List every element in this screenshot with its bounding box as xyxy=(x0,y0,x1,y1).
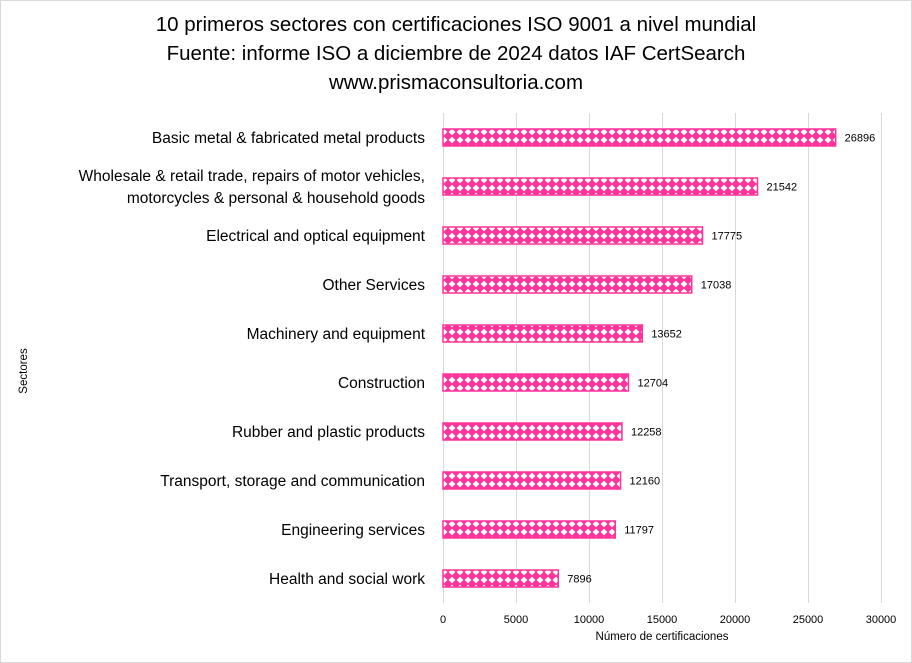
x-tick-label: 0 xyxy=(440,614,446,626)
chart-title: 10 primeros sectores con certificaciones… xyxy=(0,10,912,97)
chart-title-line-1: 10 primeros sectores con certificaciones… xyxy=(155,13,757,36)
chart-title-line-2: Fuente: informe ISO a diciembre de 2024 … xyxy=(166,42,746,65)
data-label: 12704 xyxy=(637,378,668,390)
x-tick-label: 30000 xyxy=(866,614,897,626)
bar xyxy=(442,128,837,147)
data-label: 12160 xyxy=(630,476,661,488)
data-label: 26896 xyxy=(845,133,876,145)
category-label: Rubber and plastic products xyxy=(232,424,425,441)
data-label: 21542 xyxy=(767,182,798,194)
bar xyxy=(442,520,616,539)
data-label: 11797 xyxy=(624,525,654,537)
category-label: Other Services xyxy=(322,277,425,294)
category-label: Construction xyxy=(338,375,425,392)
data-label: 13652 xyxy=(651,329,682,341)
data-label: 17775 xyxy=(712,231,743,243)
y-axis-title: Sectores xyxy=(18,348,30,394)
category-label: Wholesale & retail trade, repairs of mot… xyxy=(79,168,425,185)
bar xyxy=(442,422,623,441)
x-tick-label: 10000 xyxy=(574,614,605,626)
data-label: 7896 xyxy=(567,574,591,586)
x-tick-label: 5000 xyxy=(504,614,528,626)
x-axis-title: Número de certificaciones xyxy=(596,631,729,643)
bar xyxy=(442,569,560,588)
category-label: motorcycles & personal & household goods xyxy=(127,190,425,207)
bar xyxy=(442,226,704,245)
bar xyxy=(442,324,644,343)
chart-title-line-3: www.prismaconsultoria.com xyxy=(328,71,584,94)
x-tick-label: 25000 xyxy=(793,614,824,626)
category-label: Electrical and optical equipment xyxy=(206,228,426,245)
x-tick-label: 15000 xyxy=(647,614,678,626)
bar xyxy=(442,373,630,392)
data-label: 12258 xyxy=(631,427,662,439)
bar xyxy=(442,177,759,196)
category-label: Machinery and equipment xyxy=(247,326,426,343)
bars xyxy=(442,128,837,588)
x-tick-label: 20000 xyxy=(720,614,751,626)
data-label: 17038 xyxy=(701,280,732,292)
bar xyxy=(442,471,622,490)
category-label: Transport, storage and communication xyxy=(160,473,425,490)
category-labels: Basic metal & fabricated metal products W… xyxy=(79,130,426,588)
category-label: Basic metal & fabricated metal products xyxy=(152,130,425,147)
category-label: Engineering services xyxy=(281,522,425,539)
category-label: Health and social work xyxy=(269,571,425,588)
bar xyxy=(442,275,693,294)
data-labels: 26896 21542 17775 17038 13652 12704 12258 12160… xyxy=(567,133,875,586)
x-axis-ticks: 0 5000 10000 15000 20000 25000 30000 xyxy=(440,614,896,626)
